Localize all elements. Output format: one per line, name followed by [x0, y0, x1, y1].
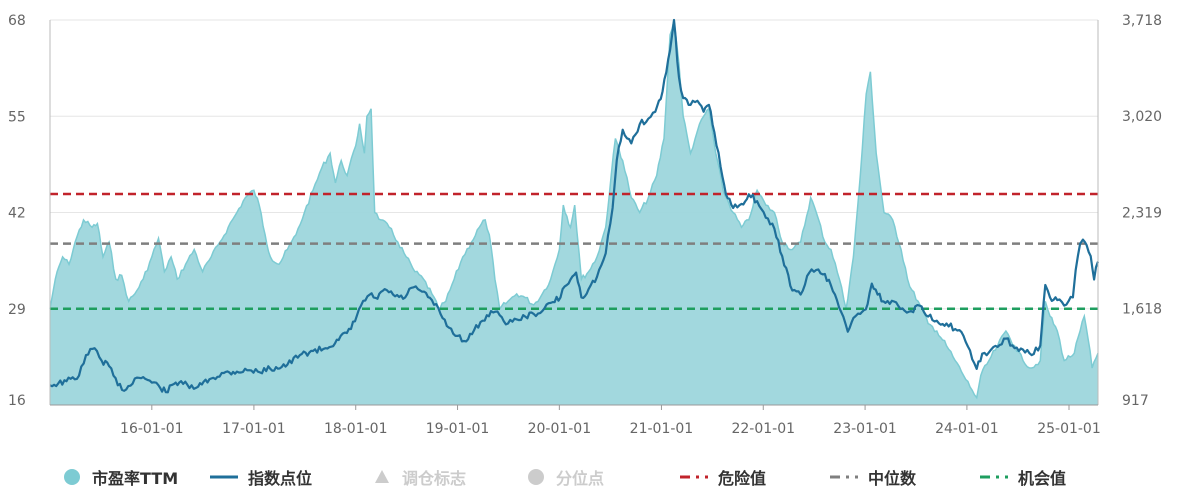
legend-label: 指数点位: [248, 469, 313, 488]
x-axis-tick-label: 17-01-01: [222, 421, 286, 437]
right-axis-tick-label: 917: [1122, 393, 1149, 409]
x-axis-tick-label: 23-01-01: [833, 421, 897, 437]
line-icon: [210, 475, 238, 479]
tick-labels: 16 29 42 55 68 917 1,618 2,319 3,020 3,718 16-01-0…: [8, 13, 1162, 437]
x-axis-tick-label: 20-01-01: [528, 421, 592, 437]
legend-item-rebalance[interactable]: 调仓标志: [372, 465, 466, 489]
right-axis-tick-label: 1,618: [1122, 302, 1162, 318]
dash-icon: [980, 475, 1008, 479]
x-axis-tick-label: 25-01-01: [1037, 421, 1101, 437]
circle-icon: [528, 469, 544, 485]
legend-label: 中位数: [868, 469, 917, 488]
legend-label: 市盈率TTM: [92, 469, 179, 488]
dash-icon: [680, 475, 708, 479]
x-axis-tick-label: 24-01-01: [935, 421, 999, 437]
left-axis-tick-label: 55: [8, 109, 26, 125]
axes: [49, 20, 1099, 410]
index-line-layer: [49, 18, 1100, 394]
left-axis-tick-label: 42: [8, 206, 26, 222]
legend-item-opportunity[interactable]: 机会值: [980, 465, 1066, 489]
left-axis-tick-label: 68: [8, 13, 26, 29]
chart-legend: 市盈率TTM 指数点位 调仓标志 分位点 危险值 中位数 机会值: [0, 460, 1198, 494]
right-axis-tick-label: 3,718: [1122, 13, 1162, 29]
dash-icon: [830, 475, 858, 479]
x-axis-tick-label: 18-01-01: [324, 421, 388, 437]
legend-item-percentile[interactable]: 分位点: [526, 465, 604, 489]
right-axis-tick-label: 3,020: [1122, 109, 1162, 125]
legend-label: 调仓标志: [402, 469, 467, 488]
legend-item-median[interactable]: 中位数: [830, 465, 916, 489]
legend-label: 机会值: [1018, 469, 1067, 488]
x-axis-tick-label: 22-01-01: [731, 421, 795, 437]
chart-svg: 16 29 42 55 68 917 1,618 2,319 3,020 3,718 16-01-0…: [8, 13, 1162, 437]
right-axis-tick-label: 2,319: [1122, 205, 1162, 221]
circle-icon: [64, 469, 80, 485]
index-points-line: [49, 18, 1100, 394]
triangle-icon: [375, 470, 389, 483]
legend-label: 分位点: [556, 469, 605, 488]
left-axis-tick-label: 29: [8, 302, 26, 318]
legend-item-danger[interactable]: 危险值: [680, 465, 766, 489]
legend-item-pe-ttm[interactable]: 市盈率TTM: [62, 465, 178, 489]
x-axis-tick-label: 19-01-01: [426, 421, 490, 437]
x-axis-tick-label: 16-01-01: [120, 421, 184, 437]
x-axis-tick-label: 21-01-01: [630, 421, 694, 437]
legend-label: 危险值: [718, 469, 767, 488]
left-axis-tick-label: 16: [8, 393, 26, 409]
legend-item-index[interactable]: 指数点位: [210, 465, 312, 489]
